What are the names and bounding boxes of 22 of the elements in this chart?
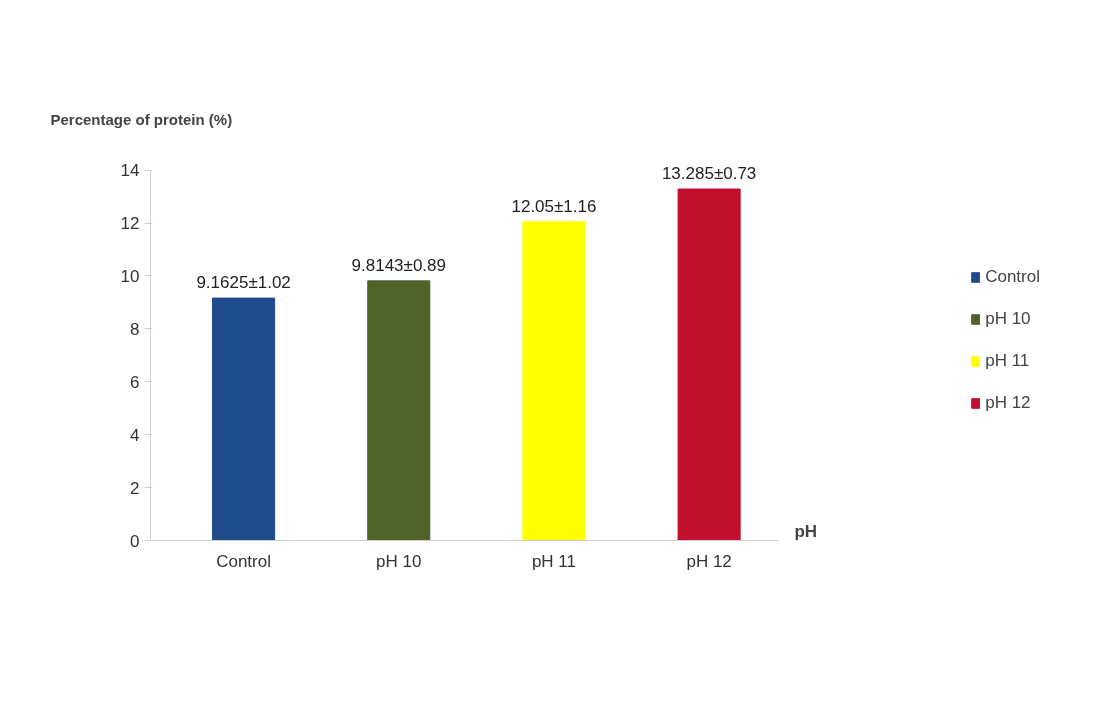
data-label: 9.1625±1.02 [196,273,291,293]
y-tick-label: 8 [130,319,140,339]
x-axis-title: pH [794,521,818,541]
y-tick-label: 6 [130,372,140,392]
x-tick-label: pH 10 [376,551,422,571]
x-tick-label: pH 11 [531,551,577,571]
y-tick-label: 2 [130,478,140,498]
y-axis-title: Percentage of protein (%) [50,111,233,128]
data-label: 9.8143±0.89 [351,255,446,275]
x-tick-label: Control [216,551,272,571]
legend-label: Control [985,267,1040,287]
y-tick-label: 0 [130,531,140,551]
y-tick-label: 12 [120,214,140,234]
legend-label: pH 10 [985,309,1031,329]
y-tick-label: 4 [130,425,140,445]
data-label: 12.05±1.16 [511,196,597,216]
data-label: 13.285±0.73 [661,164,757,184]
legend-label: pH 11 [985,351,1030,371]
y-tick-label: 10 [120,266,140,286]
x-tick-label: pH 12 [686,551,732,571]
y-tick-label: 14 [120,161,140,181]
legend-label: pH 12 [985,393,1031,413]
